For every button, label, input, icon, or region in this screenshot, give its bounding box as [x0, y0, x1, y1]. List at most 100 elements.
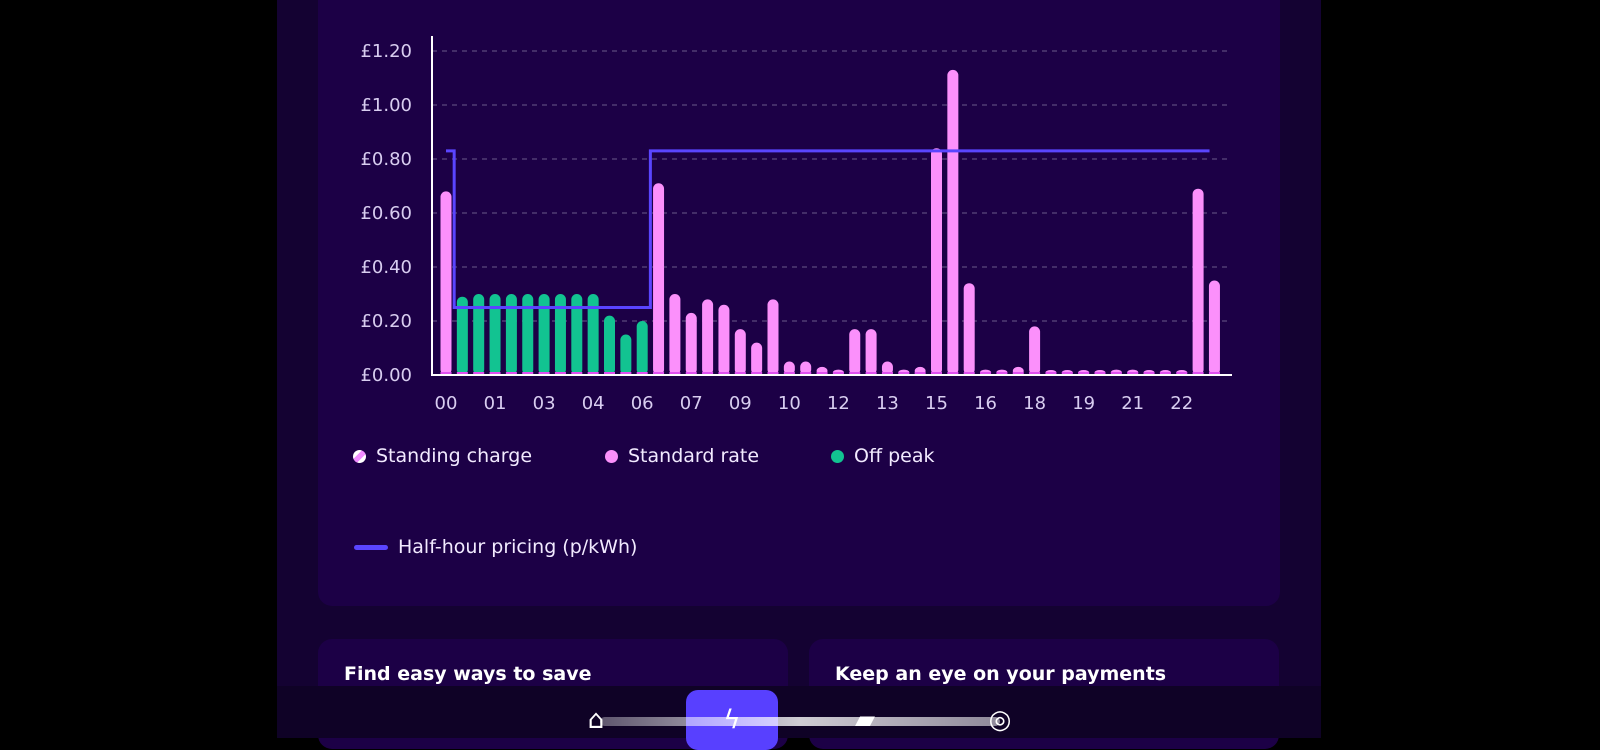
bar [587, 294, 599, 375]
standing-charge-mark [669, 372, 681, 375]
standing-charge-mark [1078, 372, 1090, 375]
payments-card-title: Keep an eye on your payments [835, 663, 1167, 685]
x-tick-label: 04 [582, 393, 605, 414]
y-tick-label: £0.40 [360, 257, 412, 278]
bar [963, 283, 975, 375]
x-tick-label: 06 [631, 393, 654, 414]
bottom-nav [277, 686, 1321, 738]
bar [669, 294, 681, 375]
x-tick-label: 15 [925, 393, 948, 414]
standing-charge-mark [767, 372, 779, 375]
x-tick-label: 10 [778, 393, 801, 414]
standing-charge-mark [489, 372, 501, 375]
x-tick-label: 03 [533, 393, 556, 414]
standing-charge-mark [636, 372, 648, 375]
standing-charge-mark [1110, 372, 1122, 375]
standing-charge-mark [473, 372, 485, 375]
standing-charge-mark [456, 372, 468, 375]
standing-charge-mark [718, 372, 730, 375]
legend-label: Half-hour pricing (p/kWh) [398, 536, 638, 558]
bar [620, 334, 632, 375]
x-tick-label: 19 [1072, 393, 1095, 414]
standing-charge-mark [1094, 372, 1106, 375]
standing-charge-mark [996, 372, 1008, 375]
home-icon[interactable]: ⌂ [587, 705, 605, 735]
bar [881, 361, 893, 375]
standing-charge-mark [522, 372, 534, 375]
bar [653, 183, 665, 375]
coin-icon[interactable]: ◎ [988, 705, 1012, 735]
standing-charge-mark [604, 372, 615, 375]
home-indicator[interactable] [600, 717, 1000, 726]
standing-charge-mark [702, 372, 714, 375]
standing-charge-mark [832, 372, 844, 375]
standing-charge-mark [538, 372, 550, 375]
bar [489, 294, 501, 375]
legend-standing-charge: Standing charge [353, 445, 532, 467]
standing-charge-mark [1159, 372, 1171, 375]
bar [947, 69, 959, 376]
standing-charge-mark [816, 372, 828, 375]
standing-charge-swatch [353, 449, 366, 463]
standing-charge-mark [1045, 372, 1057, 375]
standing-charge-mark [1061, 372, 1073, 375]
y-tick-label: £1.20 [360, 41, 412, 62]
standing-charge-mark [1029, 372, 1041, 375]
x-tick-label: 21 [1121, 393, 1144, 414]
bar [865, 329, 877, 375]
off-peak-swatch [831, 449, 844, 463]
x-tick-label: 12 [827, 393, 850, 414]
standing-charge-mark [505, 372, 517, 375]
bar [1029, 326, 1041, 375]
bar [505, 294, 517, 375]
bar [456, 296, 468, 375]
bar [473, 294, 485, 375]
x-tick-label: 22 [1170, 393, 1193, 414]
y-tick-label: £0.20 [360, 311, 412, 332]
legend-label: Standard rate [628, 445, 760, 467]
legend-label: Off peak [854, 445, 935, 467]
standard-rate-swatch [605, 449, 618, 463]
bar [538, 294, 550, 375]
x-tick-label: 18 [1023, 393, 1046, 414]
y-tick-label: £0.80 [360, 149, 412, 170]
save-card-title: Find easy ways to save [344, 663, 592, 685]
standing-charge-mark [980, 372, 992, 375]
y-tick-label: £1.00 [360, 95, 412, 116]
y-tick-label: £0.00 [360, 365, 412, 386]
bar [522, 294, 534, 375]
bar [636, 321, 648, 375]
pricing-line-swatch [354, 544, 388, 550]
x-tick-label: 00 [435, 393, 458, 414]
bar [783, 361, 795, 375]
legend-off-peak: Off peak [831, 445, 934, 467]
standing-charge-mark [963, 372, 975, 375]
bar [849, 329, 861, 375]
standing-charge-mark [685, 372, 697, 375]
standing-charge-mark [931, 372, 942, 375]
x-tick-label: 13 [876, 393, 899, 414]
bar [1192, 188, 1204, 375]
x-tick-label: 01 [484, 393, 507, 414]
standing-charge-mark [783, 372, 795, 375]
standing-charge-mark [914, 372, 926, 375]
standing-charge-mark [849, 372, 861, 375]
standing-charge-mark [554, 372, 566, 375]
x-tick-label: 09 [729, 393, 752, 414]
bar [571, 294, 583, 375]
bar [604, 315, 615, 375]
standing-charge-mark [751, 372, 763, 375]
bar [751, 342, 763, 375]
standing-charge-mark [587, 372, 599, 375]
bar [800, 361, 812, 375]
standing-charge-mark [653, 372, 665, 375]
bar [734, 329, 746, 375]
bar [718, 304, 730, 375]
standing-charge-mark [734, 372, 746, 375]
standing-charge-mark [1127, 372, 1139, 375]
legend-label: Standing charge [376, 445, 533, 467]
standing-charge-mark [1192, 372, 1204, 375]
standing-charge-mark [571, 372, 583, 375]
standing-charge-mark [1012, 372, 1024, 375]
